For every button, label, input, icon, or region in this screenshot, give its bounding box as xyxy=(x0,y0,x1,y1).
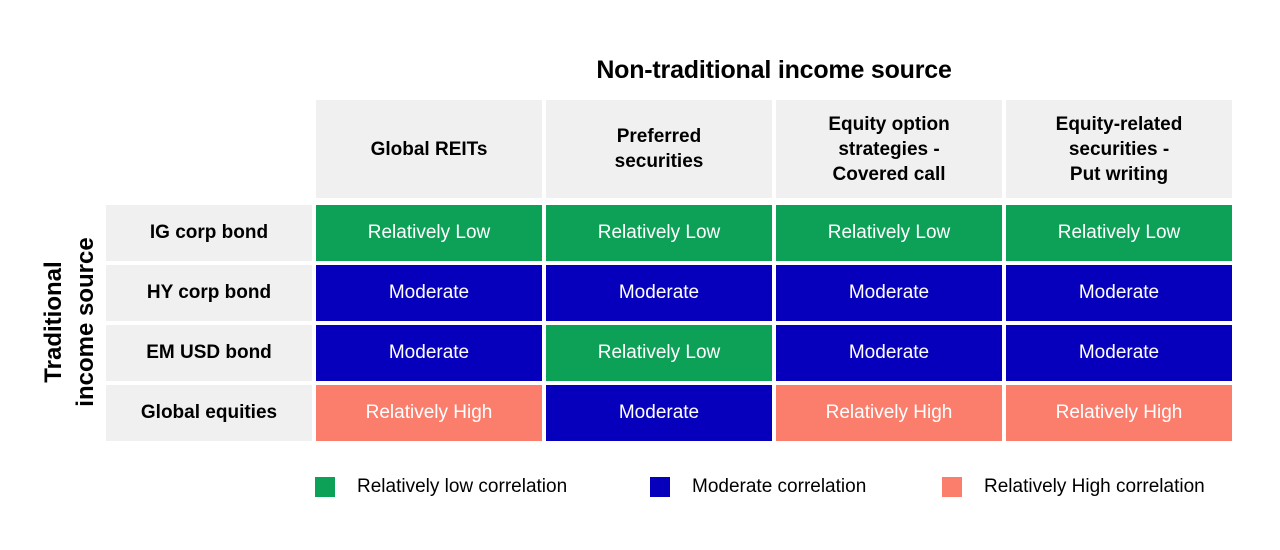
legend-label-low: Relatively low correlation xyxy=(357,476,568,497)
matrix-cell: Relatively Low xyxy=(546,325,772,381)
legend-swatch-low-icon xyxy=(315,477,335,497)
legend-item-low: Relatively low correlation xyxy=(315,476,567,498)
x-axis-group-title: Non-traditional income source xyxy=(596,56,952,84)
matrix-cell: Moderate xyxy=(1006,265,1232,321)
row-header-global-equities: Global equities xyxy=(106,385,312,441)
matrix-cell: Moderate xyxy=(1006,325,1232,381)
matrix-cell: Moderate xyxy=(316,325,542,381)
legend-item-high: Relatively High correlation xyxy=(942,476,1205,498)
column-header-put-writing: Equity-related securities - Put writing xyxy=(1006,100,1232,198)
legend-label-high: Relatively High correlation xyxy=(984,476,1205,497)
matrix-cell: Relatively Low xyxy=(1006,205,1232,261)
column-header-global-reits: Global REITs xyxy=(316,100,542,198)
matrix-cell: Relatively Low xyxy=(776,205,1002,261)
matrix-cell: Relatively High xyxy=(316,385,542,441)
row-header-em-usd-bond: EM USD bond xyxy=(106,325,312,381)
matrix-cell: Moderate xyxy=(546,265,772,321)
legend-label-moderate: Moderate correlation xyxy=(692,476,867,497)
row-header-hy-corp-bond: HY corp bond xyxy=(106,265,312,321)
column-header-covered-call: Equity option strategies - Covered call xyxy=(776,100,1002,198)
matrix-cell: Moderate xyxy=(776,265,1002,321)
y-axis-group-title: Traditional income source xyxy=(40,237,99,407)
matrix-cell: Relatively High xyxy=(776,385,1002,441)
legend-swatch-moderate-icon xyxy=(650,477,670,497)
legend-swatch-high-icon xyxy=(942,477,962,497)
matrix-cell: Relatively Low xyxy=(316,205,542,261)
matrix-cell: Moderate xyxy=(316,265,542,321)
row-header-ig-corp-bond: IG corp bond xyxy=(106,205,312,261)
matrix-cell: Relatively High xyxy=(1006,385,1232,441)
matrix-cell: Moderate xyxy=(776,325,1002,381)
matrix-cell: Moderate xyxy=(546,385,772,441)
column-header-preferred-securities: Preferred securities xyxy=(546,100,772,198)
legend-item-moderate: Moderate correlation xyxy=(650,476,866,498)
matrix-cell: Relatively Low xyxy=(546,205,772,261)
